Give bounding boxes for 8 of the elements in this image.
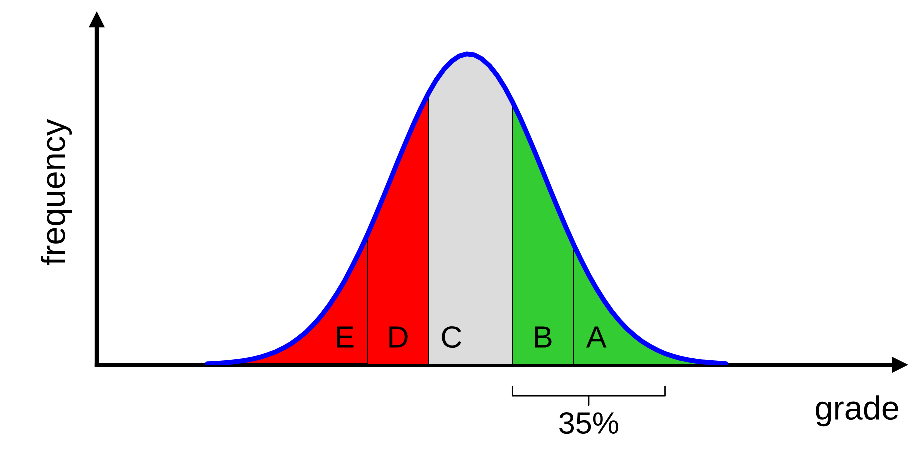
series-label: B [536,326,552,348]
series-label: D [390,326,408,348]
text: 35% [560,412,618,434]
series-label: A [586,326,607,348]
y-axis-title: frequency [40,119,72,266]
x-axis-title: grade [816,396,899,427]
series-label: C [442,326,462,348]
series-label: E [337,326,354,348]
